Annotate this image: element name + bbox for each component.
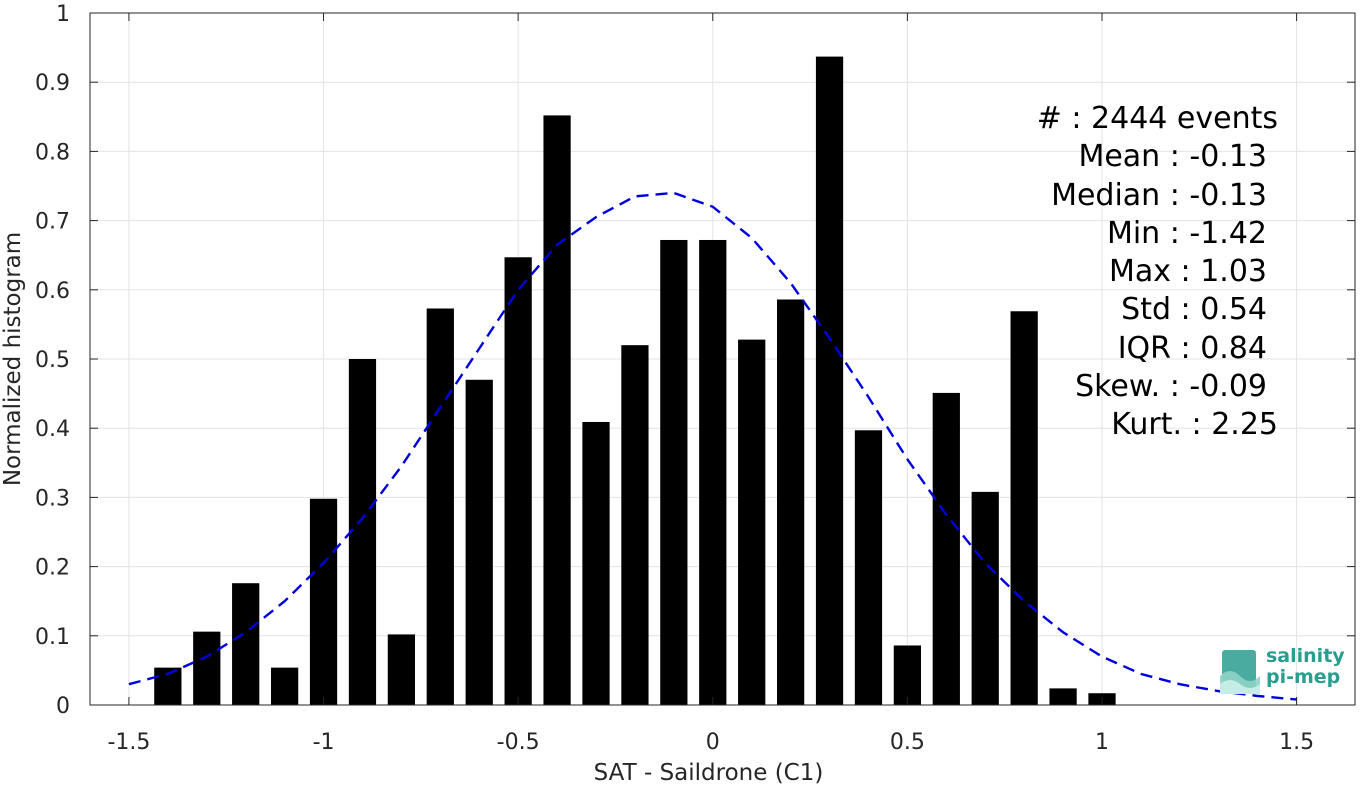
bar-23 — [1049, 688, 1077, 705]
bar-4 — [309, 498, 338, 705]
salinity-pi-mep-logo: salinity pi-mep — [1218, 646, 1348, 696]
bar-9 — [504, 257, 532, 705]
y-tick-label: 0.7 — [35, 210, 70, 235]
stat-events: # : 2444 events — [1036, 101, 1278, 136]
stat-kurt: Kurt. : 2.25 — [1111, 407, 1278, 443]
bar-11 — [582, 421, 610, 705]
x-tick-label: -0.5 — [497, 730, 540, 755]
bar-8 — [465, 379, 493, 705]
y-tick-labels: 0 0.1 0.2 0.3 0.4 0.5 0.6 0.7 0.8 0.9 1 — [35, 2, 70, 719]
x-tick-label: -1 — [313, 730, 335, 755]
y-tick-label: 0.5 — [35, 348, 70, 373]
x-tick-labels: -1.5 -1 -0.5 0 0.5 1 1.5 — [107, 730, 1314, 755]
y-axis-label: Normalized histogram — [0, 232, 26, 486]
x-tick-label: 0.5 — [890, 730, 925, 755]
stat-iqr: IQR : 0.84 — [1117, 330, 1267, 366]
x-tick-label: 1 — [1095, 730, 1109, 755]
bar-16 — [776, 299, 805, 705]
bar-13 — [660, 239, 688, 705]
bar-2 — [232, 583, 260, 705]
wave-logo-icon — [1220, 650, 1260, 694]
y-tick-label: 1 — [56, 2, 70, 27]
logo-line2: pi-mep — [1266, 666, 1341, 688]
y-tick-label: 0.2 — [35, 556, 70, 581]
tick-marks — [90, 12, 1355, 706]
bar-22 — [1010, 311, 1038, 705]
stat-std: Std : 0.54 — [1121, 292, 1267, 328]
stat-mean: Mean : -0.13 — [1078, 139, 1267, 175]
x-tick-label: 0 — [706, 730, 720, 755]
bar-17 — [815, 56, 844, 705]
bar-6 — [387, 634, 416, 705]
bar-15 — [738, 339, 766, 705]
bar-10 — [543, 115, 571, 705]
x-tick-label: -1.5 — [107, 730, 150, 755]
fit-curve — [128, 191, 1297, 701]
x-axis-label: SAT - Saildrone (C1) — [594, 760, 824, 785]
stat-median: Median : -0.13 — [1051, 177, 1267, 213]
logo-line1: salinity — [1266, 645, 1345, 667]
stat-min: Min : -1.42 — [1106, 215, 1267, 251]
bar-19 — [893, 645, 922, 705]
bar-3 — [270, 667, 299, 705]
bar-7 — [426, 308, 454, 705]
x-tick-label: 1.5 — [1279, 730, 1314, 755]
y-tick-label: 0 — [56, 694, 70, 719]
bar-5 — [348, 359, 377, 705]
stat-skew: Skew. : -0.09 — [1075, 369, 1267, 405]
y-tick-label: 0.3 — [35, 486, 70, 511]
bar-1 — [193, 631, 221, 705]
y-tick-label: 0.9 — [35, 71, 70, 96]
y-tick-label: 0.8 — [35, 140, 70, 165]
y-tick-label: 0.4 — [35, 417, 70, 442]
stats-box: # : 2444 events Mean : -0.13 Median : -0… — [1000, 100, 1290, 445]
bar-12 — [621, 345, 649, 705]
bars — [154, 56, 1116, 705]
y-tick-label: 0.6 — [35, 279, 70, 304]
logo-text: salinity pi-mep — [1266, 646, 1345, 688]
stat-max: Max : 1.03 — [1109, 254, 1267, 290]
y-tick-label: 0.1 — [35, 625, 70, 650]
bar-21 — [971, 491, 999, 705]
bar-20 — [932, 392, 960, 705]
bar-18 — [854, 430, 883, 705]
bar-14 — [699, 239, 727, 705]
